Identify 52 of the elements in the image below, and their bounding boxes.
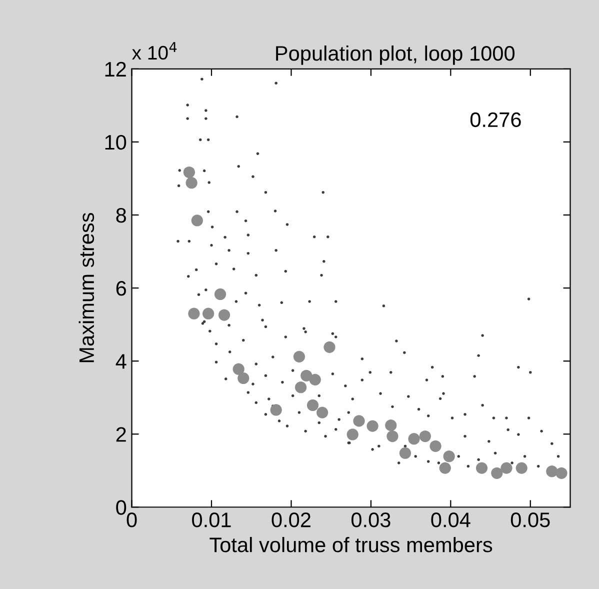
- x-tick-label: 0.05: [510, 512, 550, 528]
- point: [232, 363, 244, 375]
- point: [439, 462, 451, 474]
- point: [443, 450, 455, 462]
- y-tick-label: 12: [105, 62, 126, 76]
- point: [188, 308, 200, 320]
- point: [353, 415, 365, 427]
- x-tick-label: 0.02: [272, 512, 310, 528]
- point: [556, 467, 568, 479]
- x-tick-label: 0.04: [431, 512, 470, 528]
- y-tick-label: 0: [116, 500, 126, 515]
- point: [324, 341, 336, 353]
- x-tick-label: 0.03: [351, 512, 390, 528]
- y-axis-title: Maximum stress: [78, 212, 94, 362]
- point: [218, 309, 230, 321]
- point: [546, 466, 558, 478]
- point: [214, 288, 226, 300]
- point: [385, 420, 397, 432]
- point: [430, 440, 442, 452]
- x-axis-title: Total volume of truss members: [210, 536, 492, 552]
- point: [500, 462, 512, 474]
- text: x 10$^{4}$: [132, 42, 177, 60]
- annotation: 0.276: [470, 112, 521, 128]
- y-tick-label: 6: [116, 281, 126, 296]
- point: [386, 430, 398, 442]
- point: [293, 350, 306, 362]
- y-tick-label: 4: [116, 354, 126, 369]
- x-tick-label: 0: [126, 512, 137, 528]
- point: [316, 406, 328, 418]
- point: [346, 428, 358, 440]
- point: [300, 370, 312, 382]
- point: [294, 382, 307, 394]
- point: [306, 399, 319, 412]
- point: [366, 420, 378, 432]
- y-tick-label: 2: [116, 427, 126, 442]
- point: [309, 374, 321, 386]
- point: [419, 430, 431, 442]
- point: [183, 166, 195, 178]
- point: [270, 404, 282, 416]
- point: [238, 372, 250, 384]
- y-tick-label: 8: [116, 208, 126, 223]
- point: [202, 308, 214, 320]
- point: [516, 462, 528, 474]
- point: [476, 462, 488, 474]
- x-tick-label: 0.01: [192, 512, 231, 528]
- y-tick-label: 10: [105, 134, 126, 150]
- point: [408, 433, 420, 445]
- point: [491, 467, 503, 479]
- point: [399, 447, 412, 459]
- point: [186, 177, 198, 189]
- chart-title: Population plot, loop 1000: [276, 45, 515, 65]
- point: [191, 214, 203, 226]
